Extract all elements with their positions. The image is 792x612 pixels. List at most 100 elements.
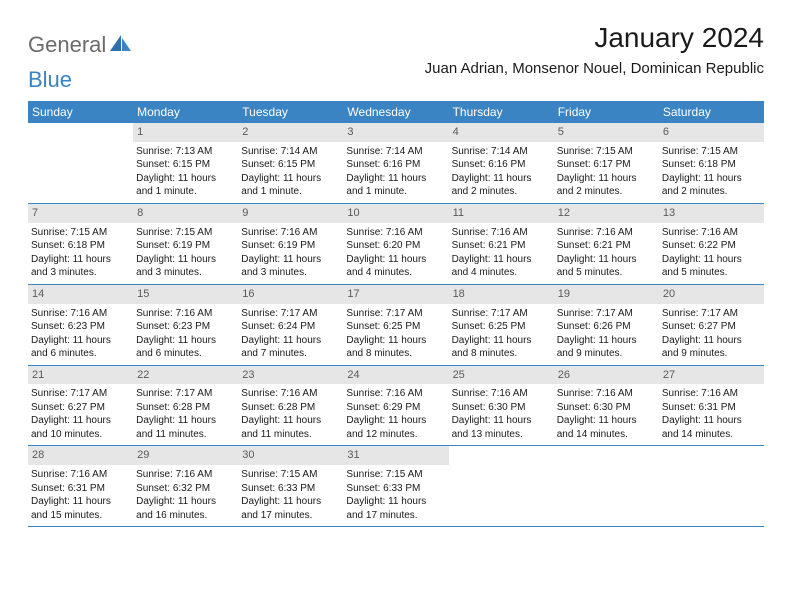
location-subtitle: Juan Adrian, Monsenor Nouel, Dominican R… (425, 60, 764, 77)
day-number: 28 (28, 446, 133, 465)
daylight-text: Daylight: 11 hours and 16 minutes. (136, 495, 235, 522)
day-cell: 16Sunrise: 7:17 AMSunset: 6:24 PMDayligh… (238, 285, 343, 365)
sunset-text: Sunset: 6:27 PM (31, 401, 130, 415)
sunrise-text: Sunrise: 7:15 AM (346, 468, 445, 482)
day-number: 5 (554, 123, 659, 142)
day-number: 19 (554, 285, 659, 304)
sunrise-text: Sunrise: 7:16 AM (662, 226, 761, 240)
col-sunday: Sunday (28, 101, 133, 123)
day-number: 31 (343, 446, 448, 465)
daylight-text: Daylight: 11 hours and 5 minutes. (557, 253, 656, 280)
daylight-text: Daylight: 11 hours and 5 minutes. (662, 253, 761, 280)
sail-icon (110, 35, 132, 58)
day-cell: 14Sunrise: 7:16 AMSunset: 6:23 PMDayligh… (28, 285, 133, 365)
sunset-text: Sunset: 6:19 PM (241, 239, 340, 253)
daylight-text: Daylight: 11 hours and 8 minutes. (452, 334, 551, 361)
sunrise-text: Sunrise: 7:17 AM (346, 307, 445, 321)
day-number: 13 (659, 204, 764, 223)
day-number: 4 (449, 123, 554, 142)
page-title: January 2024 (425, 22, 764, 54)
day-number: 29 (133, 446, 238, 465)
day-cell: 2Sunrise: 7:14 AMSunset: 6:15 PMDaylight… (238, 123, 343, 203)
sunset-text: Sunset: 6:29 PM (346, 401, 445, 415)
col-monday: Monday (133, 101, 238, 123)
daylight-text: Daylight: 11 hours and 1 minute. (241, 172, 340, 199)
col-friday: Friday (554, 101, 659, 123)
day-number: 27 (659, 366, 764, 385)
daylight-text: Daylight: 11 hours and 9 minutes. (662, 334, 761, 361)
sunset-text: Sunset: 6:27 PM (662, 320, 761, 334)
daylight-text: Daylight: 11 hours and 10 minutes. (31, 414, 130, 441)
day-cell: 30Sunrise: 7:15 AMSunset: 6:33 PMDayligh… (238, 446, 343, 526)
day-number: 16 (238, 285, 343, 304)
sunset-text: Sunset: 6:30 PM (452, 401, 551, 415)
sunset-text: Sunset: 6:31 PM (31, 482, 130, 496)
day-number: 18 (449, 285, 554, 304)
sunrise-text: Sunrise: 7:16 AM (452, 226, 551, 240)
day-cell (28, 123, 133, 203)
daylight-text: Daylight: 11 hours and 12 minutes. (346, 414, 445, 441)
day-number: 15 (133, 285, 238, 304)
daylight-text: Daylight: 11 hours and 9 minutes. (557, 334, 656, 361)
day-cell (449, 446, 554, 526)
day-cell: 25Sunrise: 7:16 AMSunset: 6:30 PMDayligh… (449, 366, 554, 446)
daylight-text: Daylight: 11 hours and 6 minutes. (31, 334, 130, 361)
week-row: 21Sunrise: 7:17 AMSunset: 6:27 PMDayligh… (28, 366, 764, 447)
day-number: 11 (449, 204, 554, 223)
day-cell: 9Sunrise: 7:16 AMSunset: 6:19 PMDaylight… (238, 204, 343, 284)
sunset-text: Sunset: 6:26 PM (557, 320, 656, 334)
sunrise-text: Sunrise: 7:14 AM (241, 145, 340, 159)
sunrise-text: Sunrise: 7:15 AM (31, 226, 130, 240)
sunset-text: Sunset: 6:16 PM (452, 158, 551, 172)
daylight-text: Daylight: 11 hours and 14 minutes. (557, 414, 656, 441)
sunset-text: Sunset: 6:15 PM (241, 158, 340, 172)
daylight-text: Daylight: 11 hours and 2 minutes. (452, 172, 551, 199)
day-cell: 20Sunrise: 7:17 AMSunset: 6:27 PMDayligh… (659, 285, 764, 365)
sunrise-text: Sunrise: 7:16 AM (241, 226, 340, 240)
sunset-text: Sunset: 6:33 PM (241, 482, 340, 496)
week-row: 7Sunrise: 7:15 AMSunset: 6:18 PMDaylight… (28, 204, 764, 285)
sunrise-text: Sunrise: 7:16 AM (241, 387, 340, 401)
sunset-text: Sunset: 6:21 PM (557, 239, 656, 253)
daylight-text: Daylight: 11 hours and 1 minute. (136, 172, 235, 199)
sunset-text: Sunset: 6:28 PM (241, 401, 340, 415)
sunset-text: Sunset: 6:16 PM (346, 158, 445, 172)
day-cell: 24Sunrise: 7:16 AMSunset: 6:29 PMDayligh… (343, 366, 448, 446)
calendar: Sunday Monday Tuesday Wednesday Thursday… (28, 101, 764, 527)
week-row: 14Sunrise: 7:16 AMSunset: 6:23 PMDayligh… (28, 285, 764, 366)
day-number: 14 (28, 285, 133, 304)
sunset-text: Sunset: 6:32 PM (136, 482, 235, 496)
col-wednesday: Wednesday (343, 101, 448, 123)
sunrise-text: Sunrise: 7:16 AM (557, 226, 656, 240)
daylight-text: Daylight: 11 hours and 2 minutes. (662, 172, 761, 199)
day-number: 21 (28, 366, 133, 385)
day-cell: 18 Sunrise: 7:17 AMSunset: 6:25 PMDayligh… (449, 285, 554, 365)
col-saturday: Saturday (659, 101, 764, 123)
daylight-text: Daylight: 11 hours and 1 minute. (346, 172, 445, 199)
sunrise-text: Sunrise: 7:16 AM (31, 468, 130, 482)
day-cell: 3Sunrise: 7:14 AMSunset: 6:16 PMDaylight… (343, 123, 448, 203)
day-number: 9 (238, 204, 343, 223)
sunset-text: Sunset: 6:24 PM (241, 320, 340, 334)
day-number: 30 (238, 446, 343, 465)
week-row: 1Sunrise: 7:13 AMSunset: 6:15 PMDaylight… (28, 123, 764, 204)
day-number: 22 (133, 366, 238, 385)
day-number: 17 (343, 285, 448, 304)
sunrise-text: Sunrise: 7:14 AM (452, 145, 551, 159)
title-block: January 2024 Juan Adrian, Monsenor Nouel… (425, 22, 764, 77)
logo: General (28, 22, 112, 58)
sunrise-text: Sunrise: 7:15 AM (136, 226, 235, 240)
sunrise-text: Sunrise: 7:16 AM (662, 387, 761, 401)
day-cell: 26Sunrise: 7:16 AMSunset: 6:30 PMDayligh… (554, 366, 659, 446)
day-cell: 28Sunrise: 7:16 AMSunset: 6:31 PMDayligh… (28, 446, 133, 526)
day-number: 6 (659, 123, 764, 142)
daylight-text: Daylight: 11 hours and 17 minutes. (241, 495, 340, 522)
daylight-text: Daylight: 11 hours and 4 minutes. (452, 253, 551, 280)
day-number: 7 (28, 204, 133, 223)
daylight-text: Daylight: 11 hours and 8 minutes. (346, 334, 445, 361)
sunrise-text: Sunrise: 7:17 AM (452, 307, 551, 321)
sunset-text: Sunset: 6:25 PM (452, 320, 551, 334)
sunrise-text: Sunrise: 7:16 AM (346, 387, 445, 401)
daylight-text: Daylight: 11 hours and 3 minutes. (31, 253, 130, 280)
sunset-text: Sunset: 6:15 PM (136, 158, 235, 172)
